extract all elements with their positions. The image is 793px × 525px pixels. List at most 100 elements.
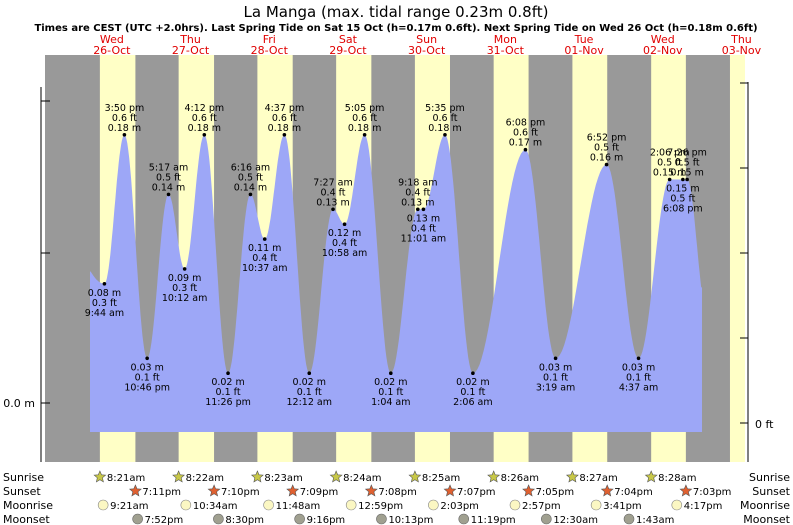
sunset-time: 7:04pm [614,487,653,498]
day-name-label: Wed [651,33,675,46]
tide-height-ft: 0.1 ft [543,372,568,383]
tide-label: 0.02 m0.1 ft1:04 am [371,377,410,408]
tide-height-m: 0.15 m [653,168,686,179]
sunrise-icon [172,470,186,483]
sunrise-icon [93,470,107,483]
tide-time: 5:05 pm [345,103,385,114]
sunset-time: 7:03pm [693,487,732,498]
day-name-label: Sun [416,33,437,46]
tide-height-m: 0.18 m [428,123,461,134]
row-label-moonset-left: Moonset [3,513,50,525]
tide-time: 7:26 pm [667,148,707,159]
tide-time: 4:12 pm [185,103,225,114]
tide-label: 4:37 pm0.6 ft0.18 m [265,103,305,134]
tide-height-m: 0.13 m [407,213,440,224]
tide-time: 10:46 pm [124,382,170,393]
sunrise-icon [408,470,422,483]
day-date-label: 29-Oct [329,44,367,57]
tide-height-m: 0.03 m [130,362,163,373]
tide-label: 0.03 m0.1 ft3:19 am [536,362,575,393]
tide-point [443,133,447,137]
tide-height-m: 0.02 m [293,377,326,388]
tide-point [681,177,685,182]
tide-point [145,356,149,361]
day-name-label: Fri [263,33,276,46]
tide-point [122,133,127,137]
tide-time: 4:37 pm [265,103,305,114]
tide-time: 10:12 am [162,293,207,304]
sunset-icon [443,484,457,497]
tide-height-ft: 0.5 ft [675,158,700,169]
sunrise-time: 8:28am [658,473,696,484]
tide-height-ft: 0.1 ft [460,387,485,398]
moonrise-icon [180,499,192,511]
sunset-icon [679,484,693,497]
moonset-time: 8:30pm [225,515,264,525]
tide-point [331,207,335,212]
moonset-icon [623,513,635,525]
tide-time: 2:06 am [453,397,492,408]
tide-height-ft: 0.1 ft [135,372,160,383]
tide-height-m: 0.14 m [152,182,185,193]
day-name-label: Thu [730,33,752,46]
tide-point [636,356,641,361]
tide-height-m: 0.09 m [168,273,201,284]
tide-time: 3:19 am [536,382,575,393]
tide-time: 5:17 am [149,162,188,173]
tide-label: 5:35 pm0.6 ft0.18 m [425,103,465,134]
tide-point [667,177,672,182]
axes: Wed26-OctThu27-OctFri28-OctSat29-OctSun3… [3,33,774,462]
tide-height-m: 0.02 m [374,377,407,388]
sunset-icon [207,484,221,497]
tide-area [90,134,702,433]
moonrise-time: 2:03pm [440,501,479,512]
tide-height-m: 0.15 m [666,184,699,195]
tide-height-ft: 0.1 ft [216,387,241,398]
sunset-time: 7:10pm [221,487,260,498]
tide-height-ft: 0.5 ft [670,194,695,205]
tide-label: 7:27 am0.4 ft0.13 m [313,177,352,208]
tide-height-m: 0.08 m [88,288,121,299]
sunset-time: 7:11pm [142,487,181,498]
tide-height-ft: 0.5 ft [238,172,263,183]
tide-time: 12:12 am [287,397,332,408]
tide-point [307,371,312,376]
day-name-label: Wed [100,33,124,46]
moonset-time: 11:19pm [471,515,516,525]
sunrise-icon [250,470,264,483]
moonrise-icon [97,499,109,511]
tide-time: 10:58 am [322,248,367,259]
tide-height-m: 0.02 m [211,377,244,388]
tide-time: 6:52 pm [587,133,627,144]
day-date-label: 27-Oct [172,44,210,57]
sunset-icon [286,484,300,497]
tide-height-m: 0.11 m [248,243,281,254]
sunset-time: 7:09pm [300,487,339,498]
tide-time: 11:26 pm [205,397,251,408]
tide-point [248,192,253,197]
tide-height-ft: 0.5 ft [594,143,619,154]
tide-label: 5:17 am0.5 ft0.14 m [149,162,188,193]
tide-point [685,177,689,182]
moonrise-time: 4:17pm [684,501,723,512]
tide-label: 0.02 m0.1 ft2:06 am [453,377,492,408]
tide-point [202,133,207,137]
tide-height-ft: 0.6 ft [432,113,457,124]
tide-label: 0.15 m0.5 ft6:08 pm [663,184,703,215]
moonset-icon [376,513,387,525]
tide-time: 9:44 am [85,308,124,319]
day-date-label: 01-Nov [564,44,604,57]
tide-height-ft: 0.5 ft [657,158,682,169]
day-name-label: Mon [494,33,517,46]
tide-height-ft: 0.4 ft [411,223,436,234]
row-label-sunset-left: Sunset [3,485,41,498]
moonset-time: 7:52pm [145,515,184,525]
sunset-icon [522,484,536,497]
tide-height-m: 0.13 m [401,197,434,208]
row-label-moonrise-left: Moonrise [3,499,53,512]
